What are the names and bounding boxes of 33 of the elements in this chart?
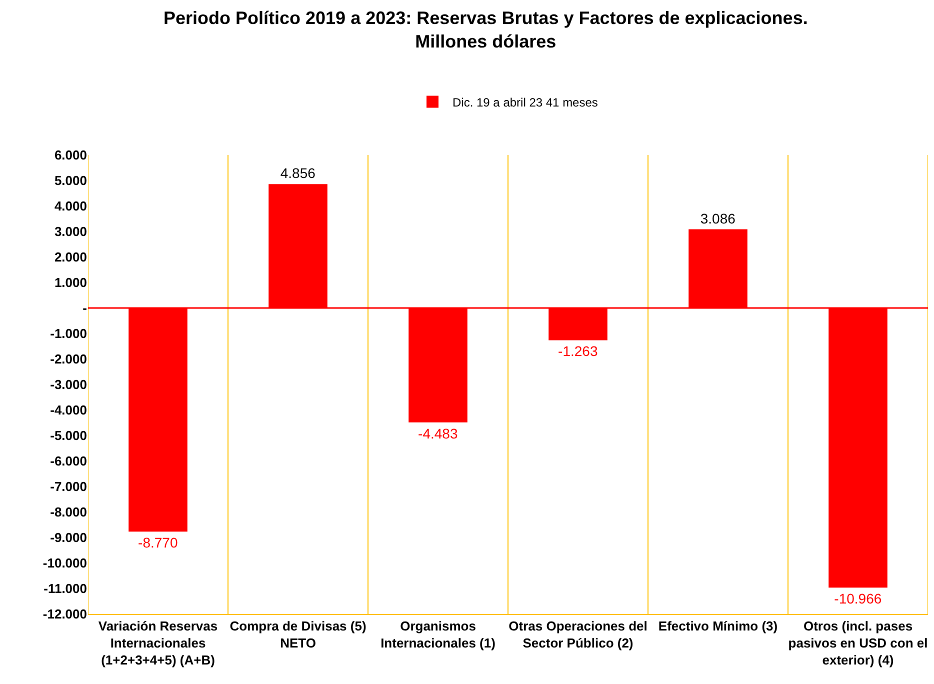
- y-tick-label: -7.000: [50, 479, 87, 494]
- y-tick-label: -: [82, 300, 87, 316]
- y-tick-label: -12.000: [42, 606, 87, 622]
- data-label: -1.263: [558, 343, 598, 360]
- y-tick-label: 5.000: [54, 173, 87, 188]
- y-tick-label: -3.000: [50, 377, 87, 392]
- y-tick-label: -8.000: [50, 504, 87, 520]
- x-tick-label: Organismos Internacionales (1): [380, 618, 496, 650]
- x-tick-label: Otras Operaciones del Sector Público (2): [508, 618, 648, 650]
- y-tick-label: -5.000: [50, 428, 87, 444]
- y-tick-label: -2.000: [50, 352, 87, 367]
- y-tick-label: -9.000: [50, 530, 87, 546]
- data-label: -8.770: [138, 534, 178, 551]
- y-tick-label: -4.000: [50, 402, 87, 418]
- y-tick-label: 4.000: [54, 198, 87, 214]
- legend-label: Dic. 19 a abril 23 41 meses: [452, 95, 598, 110]
- x-tick-label: Variación Reservas Internacionales (1+2+3+4+5) (A+B): [98, 618, 218, 668]
- data-label: -10.966: [834, 590, 882, 607]
- data-label: 4.856: [280, 165, 316, 182]
- y-tick-label: -11.000: [44, 581, 87, 596]
- y-tick-label: 1.000: [54, 275, 87, 290]
- y-tick-label: -10.000: [42, 556, 87, 571]
- y-tick-label: -1.000: [50, 326, 87, 342]
- data-label: 3.086: [700, 210, 736, 226]
- chart-title: Periodo Político 2019 a 2023: Reservas Brutas y Factores de explicaciones. Millones dólares: [164, 8, 808, 52]
- x-tick-label: Otros (incl. pases pasivos en USD con el exterior) (4): [788, 618, 928, 668]
- x-tick-label: Efectivo Mínimo (3): [658, 618, 778, 634]
- y-tick-label: 6.000: [54, 148, 87, 163]
- y-tick-label: 2.000: [54, 250, 87, 265]
- data-label: -4.483: [418, 425, 458, 442]
- y-tick-label: 3.000: [54, 224, 87, 240]
- x-tick-label: Compra de Divisas (5) NETO: [230, 618, 366, 650]
- y-tick-label: -6.000: [50, 454, 87, 469]
